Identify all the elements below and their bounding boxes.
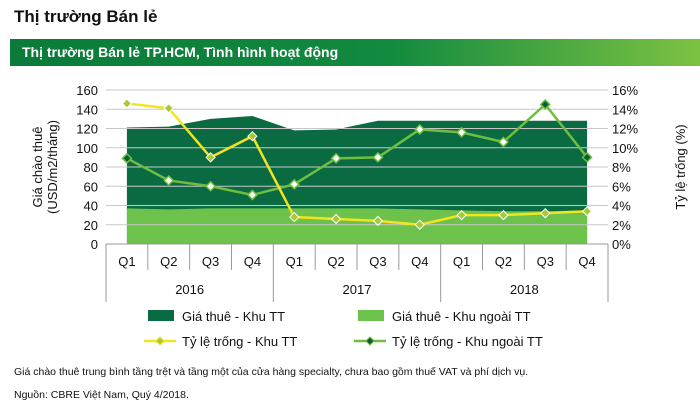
legend-rent-cbd-label: Giá thuê - Khu TT <box>182 309 285 324</box>
footnote: Giá chào thuê trung bình tầng trệt và tầ… <box>14 366 529 378</box>
vacancy-noncbd-point <box>121 152 133 164</box>
vacancy-cbd-point <box>540 207 551 219</box>
y2-tick-label: 16% <box>612 83 638 98</box>
vacancy-cbd-point <box>330 213 342 225</box>
legend-vacancy-cbd-marker <box>155 336 165 346</box>
vacancy-noncbd-point <box>497 136 509 148</box>
vacancy-noncbd-point <box>163 174 175 187</box>
vacancy-cbd-point <box>372 215 384 227</box>
y-tick-label: 140 <box>76 102 98 117</box>
legend-rent-noncbd-swatch <box>358 310 384 321</box>
vacancy-cbd-point <box>163 103 174 114</box>
vacancy-noncbd-point <box>288 178 300 190</box>
x-tick-label: Q2 <box>495 254 512 269</box>
section-banner: Thị trường Bán lẻ TP.HCM, Tình hình hoạt… <box>10 39 700 66</box>
vacancy-noncbd-point <box>539 98 551 110</box>
vacancy-noncbd-point <box>330 152 342 164</box>
x-tick-label: Q4 <box>244 254 261 269</box>
vacancy-noncbd-point <box>246 189 258 201</box>
vacancy-noncbd-point <box>205 180 217 192</box>
vacancy-cbd-point <box>498 209 509 221</box>
vacancy-cbd-point <box>456 209 467 221</box>
year-label: 2017 <box>343 282 372 297</box>
y2-tick-label: 8% <box>612 160 631 175</box>
x-tick-label: Q3 <box>537 254 554 269</box>
vacancy-noncbd-point <box>456 126 468 138</box>
y2-tick-label: 12% <box>612 122 638 137</box>
y-tick-label: 40 <box>84 199 98 214</box>
y-tick-label: 60 <box>84 179 98 194</box>
x-tick-label: Q4 <box>578 254 595 269</box>
vacancy-noncbd-point <box>581 151 593 163</box>
year-label: 2018 <box>510 282 539 297</box>
vacancy-noncbd-point <box>414 123 426 136</box>
y-axis-label: (USD/m2/tháng) <box>45 120 60 214</box>
y2-tick-label: 10% <box>612 141 638 156</box>
area-rent-noncbd <box>126 208 588 244</box>
page-title: Thị trường Bán lẻ <box>14 7 158 26</box>
vacancy-noncbd-point <box>372 151 384 163</box>
vacancy-cbd-point <box>121 98 133 109</box>
y-axis-label: Giá chào thuê <box>30 127 45 208</box>
y2-axis-label: Tỷ lệ trống (%) <box>673 124 688 209</box>
y2-tick-label: 14% <box>612 102 638 117</box>
y-tick-label: 80 <box>84 160 98 175</box>
x-tick-label: Q2 <box>327 254 344 269</box>
vacancy-cbd-point <box>247 130 258 142</box>
x-tick-label: Q3 <box>202 254 219 269</box>
x-tick-label: Q1 <box>453 254 470 269</box>
legend-rent-cbd-swatch <box>148 310 174 321</box>
retail-chart: 0 20 40 60 80 100 120 140 160 0% 2% 4% 6% 8% 10% 12% 14%… <box>30 83 688 349</box>
x-tick-label: Q3 <box>369 254 386 269</box>
legend-vacancy-noncbd-label: Tỷ lệ trống - Khu ngoài TT <box>392 334 543 349</box>
y2-tick-label: 0% <box>612 237 631 252</box>
y-tick-label: 160 <box>76 83 98 98</box>
legend-vacancy-cbd-label: Tỷ lệ trống - Khu TT <box>182 334 297 349</box>
x-tick-label: Q4 <box>411 254 428 269</box>
vacancy-cbd-point <box>581 206 593 217</box>
y-tick-label: 120 <box>76 122 98 137</box>
y-tick-label: 20 <box>84 218 98 233</box>
y2-tick-label: 6% <box>612 179 631 194</box>
vacancy-noncbd-line <box>126 102 589 197</box>
source-note: Nguồn: CBRE Việt Nam, Quý 4/2018. <box>14 389 189 401</box>
vacancy-cbd-line <box>126 102 588 227</box>
y2-tick-label: 2% <box>612 218 631 233</box>
vacancy-cbd-point <box>414 219 425 230</box>
x-tick-label: Q2 <box>160 254 177 269</box>
x-tick-label: Q1 <box>118 254 135 269</box>
vacancy-cbd-point <box>289 211 300 223</box>
vacancy-cbd-point <box>205 152 216 163</box>
legend-vacancy-noncbd-marker <box>365 336 375 346</box>
y-tick-label: 100 <box>76 141 98 156</box>
x-tick-label: Q1 <box>286 254 303 269</box>
y-tick-label: 0 <box>91 237 98 252</box>
legend-rent-noncbd-label: Giá thuê - Khu ngoài TT <box>392 309 531 324</box>
y2-tick-label: 4% <box>612 199 631 214</box>
banner-title: Thị trường Bán lẻ TP.HCM, Tình hình hoạt… <box>22 44 339 60</box>
year-label: 2016 <box>175 282 204 297</box>
